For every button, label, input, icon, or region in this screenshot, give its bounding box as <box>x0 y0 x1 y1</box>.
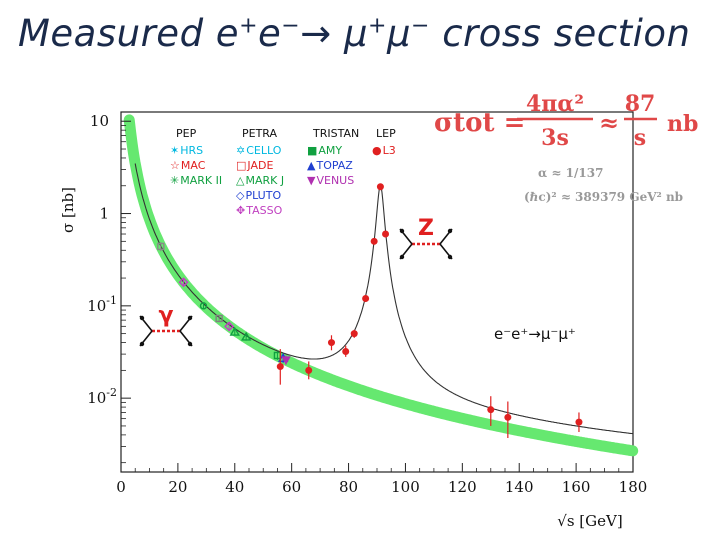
l3-point <box>342 345 350 357</box>
legend-entry: ✳MARK II <box>170 174 222 187</box>
formula-denominator: 3s <box>541 125 569 151</box>
y-tick-label: 10-1 <box>87 294 117 315</box>
legend-entry: ▲TOPAZ <box>307 159 353 172</box>
legend-entry: ●L3 <box>372 144 396 157</box>
axes: 0 20 40 60 80 100 120 140 160 180 10 1 10-1 10-2 √s [G… <box>59 112 647 530</box>
x-axis-label: √s [GeV] <box>557 512 622 530</box>
formula-numerator-2: 87 <box>625 91 656 117</box>
l3-point <box>487 396 495 426</box>
l3-point <box>305 361 313 380</box>
legend-entry: ✶HRS <box>170 144 203 157</box>
x-tick-label: 40 <box>225 478 244 496</box>
low-energy-point <box>240 331 252 341</box>
l3-point <box>276 349 284 385</box>
theory-line <box>134 163 634 435</box>
legend-entry: △MARK J <box>236 174 284 187</box>
formula-approx: ≈ <box>599 108 619 137</box>
l3-point <box>370 237 378 245</box>
annotations: σtot =4πα² 3s ≈87 snb α ≈ 1/137 (ℏc)² ≈ 38937… <box>139 91 698 347</box>
legend-entry: ✥TASSO <box>236 204 283 217</box>
legend-entry: ◇PLUTO <box>236 189 281 202</box>
low-energy-point <box>178 277 189 288</box>
x-tick-label: 60 <box>282 478 301 496</box>
x-tick-label: 100 <box>391 478 420 496</box>
legend-entry: ■AMY <box>307 144 342 157</box>
z-diagram-label: Z <box>418 216 434 241</box>
hbar-value: (ℏc)² ≈ 389379 GeV² nb <box>524 190 683 204</box>
x-tick-label: 160 <box>562 478 591 496</box>
alpha-value: α ≈ 1/137 <box>538 166 603 180</box>
legend-header: LEP <box>376 127 396 140</box>
process-label: e⁻e⁺→μ⁻μ⁺ <box>494 325 576 343</box>
theory-curve <box>134 163 634 435</box>
qed-band <box>123 114 639 457</box>
legend-entry: ✡CELLO <box>236 144 282 157</box>
formula-unit: nb <box>667 111 698 137</box>
l3-point <box>382 230 390 238</box>
x-tick-label: 120 <box>448 478 477 496</box>
x-tick-label: 140 <box>505 478 534 496</box>
z-diagram: Z <box>399 216 453 260</box>
x-tick-label: 80 <box>339 478 358 496</box>
low-energy-point <box>157 242 165 252</box>
formula-denominator-2: s <box>634 125 646 151</box>
y-tick-label: 10-2 <box>87 386 117 407</box>
low-energy-point <box>229 326 240 336</box>
legend-entry: ☆MAC <box>170 159 206 172</box>
l3-point <box>575 412 583 432</box>
formula-numerator: 4πα² <box>526 91 584 117</box>
l3-point <box>504 401 512 439</box>
low-energy-point <box>281 355 291 365</box>
legend-header: TRISTAN <box>312 127 359 140</box>
l3-point <box>327 335 335 351</box>
qed-band-curve <box>123 114 639 457</box>
formula-lhs: σtot = <box>434 108 525 138</box>
gamma-diagram: γ <box>139 303 193 347</box>
legend-entry: ▼VENUS <box>307 174 354 187</box>
legend-entry: □JADE <box>236 159 273 172</box>
x-tick-label: 20 <box>168 478 187 496</box>
l3-point <box>350 329 358 338</box>
low-energy-point <box>215 314 223 323</box>
x-tick-label: 0 <box>116 478 126 496</box>
low-energy-point <box>224 321 235 332</box>
y-tick-label: 1 <box>99 205 109 223</box>
legend-header: PEP <box>176 127 197 140</box>
slide-title: Measured e+e−→ μ+μ− cross section <box>18 12 691 55</box>
low-energy-point <box>199 302 208 310</box>
l3-point <box>376 183 384 191</box>
y-axis-label: σ [nb] <box>59 187 77 233</box>
gamma-diagram-label: γ <box>159 303 174 328</box>
x-tick-label: 180 <box>619 478 648 496</box>
legend-header: PETRA <box>242 127 278 140</box>
y-tick-label: 10 <box>90 112 109 130</box>
data-points <box>157 183 583 439</box>
legend: PEP PETRA TRISTAN LEP ✶HRS ☆MAC ✳MARK II ✡CELLO… <box>170 127 396 217</box>
l3-point <box>362 295 370 303</box>
